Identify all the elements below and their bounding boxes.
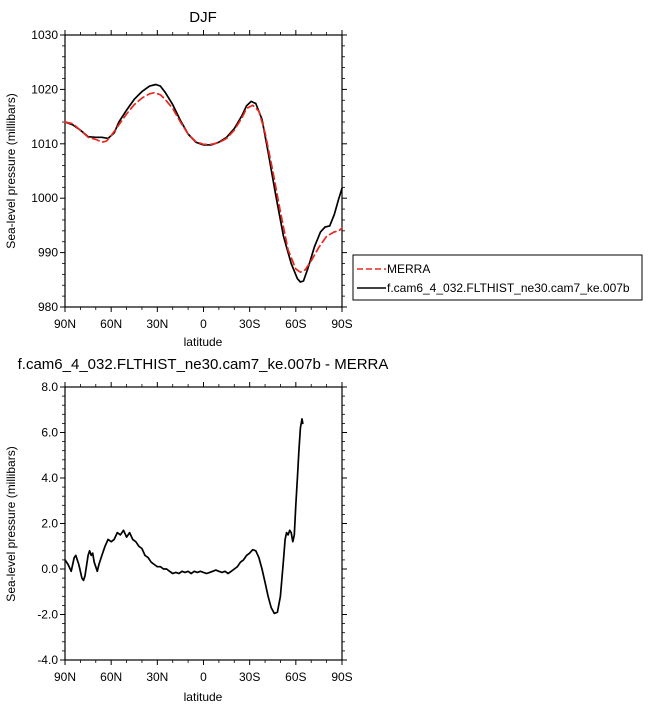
panel2-xtick-label: 60S: [285, 670, 306, 684]
legend-box: [352, 254, 643, 301]
panel2-xtick-label: 90N: [54, 670, 76, 684]
panel1-ytick-label: 1010: [31, 137, 58, 151]
panel1-ytick-label: 990: [38, 246, 58, 260]
panel2-xtick-label: 30N: [146, 670, 168, 684]
legend-merra-label: MERRA: [387, 262, 430, 276]
panel1-ytick-label: 1030: [31, 28, 58, 42]
panel1-xtick-label: 30N: [146, 317, 168, 331]
panel2-xlabel: latitude: [184, 690, 223, 704]
panel1-series-line-f-cam6-4-032-flthist-ne30-cam7-ke-007b: [64, 83, 343, 283]
panel1-ytick-label: 1020: [31, 82, 58, 96]
panel2-xtick-label: 0: [200, 670, 207, 684]
panel1-series-line-merra: [64, 91, 343, 274]
panel1-xtick-label: 30S: [239, 317, 260, 331]
panel2-ytick-label: -4.0: [37, 653, 58, 667]
panel1-ytick-label: 1000: [31, 191, 58, 205]
panel1-xtick-label: 90S: [331, 317, 352, 331]
panel2-ytick-label: 8.0: [41, 380, 58, 394]
panel2-y-axis: -4.0 -2.0 0.0 2.0 4.0 6.0 8.0: [37, 380, 347, 667]
panel2-ytick-label: 6.0: [41, 426, 58, 440]
panel-2: f.cam6_4_032.FLTHIST_ne30.cam7_ke.007b -…: [4, 356, 388, 704]
panel2-ytick-label: 2.0: [41, 517, 58, 531]
panel2-title: f.cam6_4_032.FLTHIST_ne30.cam7_ke.007b -…: [18, 356, 389, 373]
panel1-xtick-label: 90N: [54, 317, 76, 331]
legend-model-label: f.cam6_4_032.FLTHIST_ne30.cam7_ke.007b: [387, 281, 630, 295]
panel2-ytick-label: -2.0: [37, 608, 58, 622]
panel2-series: [64, 418, 304, 615]
panel1-y-axis: 980 990 1000 1010 1020 1030: [31, 28, 347, 314]
panel1-frame: [64, 34, 343, 308]
panel2-xtick-label: 60N: [100, 670, 122, 684]
panel1-xlabel: latitude: [184, 335, 223, 349]
panel2-ylabel: Sea-level pressure (millibars): [4, 446, 18, 601]
panel2-xtick-label: 30S: [239, 670, 260, 684]
panel1-xtick-label: 60N: [100, 317, 122, 331]
panel1-xtick-label: 0: [200, 317, 207, 331]
panel1-x-axis: 90N 60N 30N 0 30S 60S 90S: [54, 30, 353, 331]
panel2-xtick-label: 90S: [331, 670, 352, 684]
panel1-title: DJF: [189, 9, 217, 26]
panel1-ylabel: Sea-level pressure (millibars): [4, 93, 18, 248]
panel1-xtick-label: 60S: [285, 317, 306, 331]
legend: MERRA f.cam6_4_032.FLTHIST_ne30.cam7_ke.…: [352, 254, 643, 301]
panel-1: DJF 980 990 1000 1010 1020 1030 90N 60N 30N 0 30S…: [4, 9, 643, 349]
panel1-series: [64, 83, 343, 283]
panel2-ytick-label: 4.0: [41, 471, 58, 485]
panel2-x-axis: 90N 60N 30N 0 30S 60S 90S: [54, 382, 353, 684]
panel2-series-line-diff: [64, 418, 304, 615]
panel1-ytick-label: 980: [38, 300, 58, 314]
panel2-ytick-label: 0.0: [41, 562, 58, 576]
